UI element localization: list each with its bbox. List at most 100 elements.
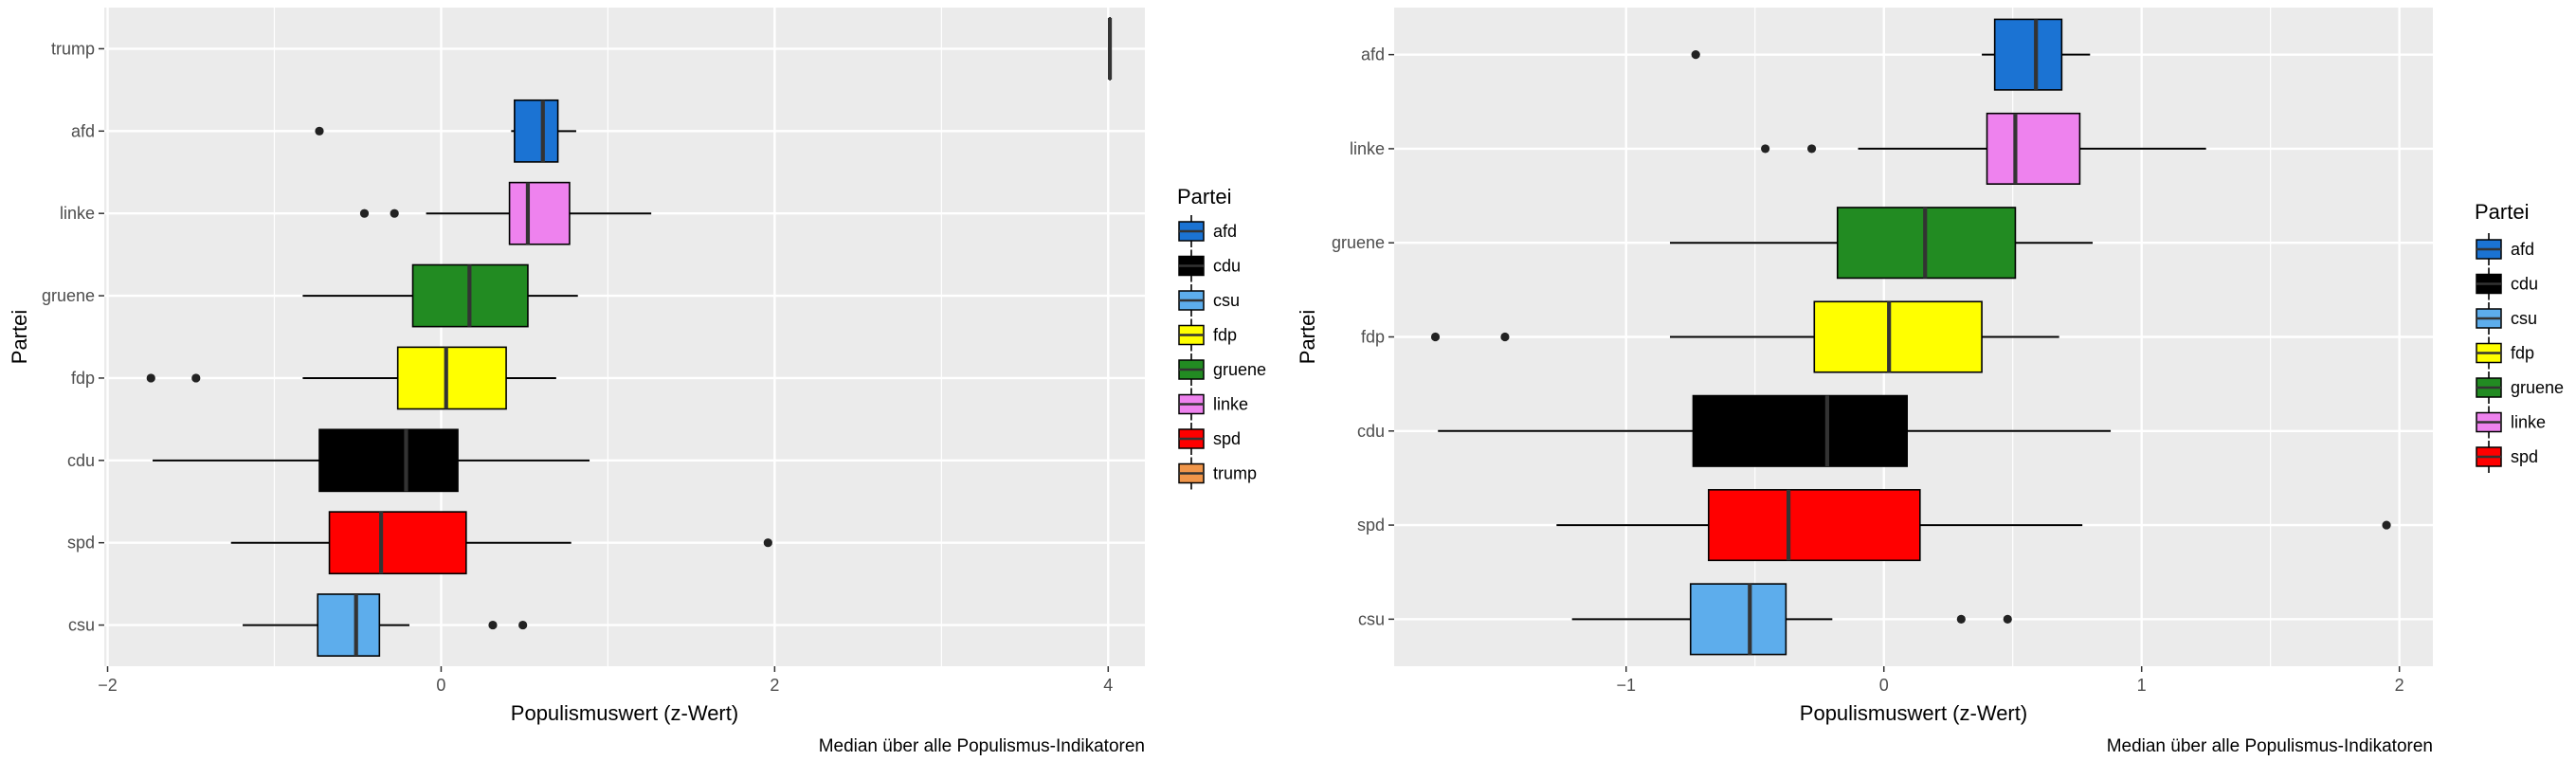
outlier-point-fdp [1500,332,1510,342]
box-cdu [1438,394,2112,467]
legend-label-fdp: fdp [2511,344,2534,363]
outlier-point-spd [763,538,772,548]
y-tick-label-fdp: fdp [71,369,95,388]
y-axis-title: Partei [8,310,31,364]
legend-label-linke: linke [2511,413,2546,432]
box-csu [243,593,528,657]
legend-item-cdu: cdu [2476,267,2538,300]
legend: Partei afd cdu csu fdp gruene linke spd trump [1177,185,1266,490]
legend-title: Partei [1177,185,1231,208]
box-fdp [1430,300,2059,373]
legend-label-gruene: gruene [1213,360,1266,379]
legend: Partei afd cdu csu fdp gruene linke spd [2475,200,2564,473]
y-tick-label-gruene: gruene [1332,233,1385,252]
plot-panel [104,8,1145,666]
legend-label-linke: linke [1213,395,1248,414]
legend-label-trump: trump [1213,464,1257,483]
x-tick-label: −1 [1616,676,1636,695]
outlier-point-linke [390,208,399,218]
box-body-spd [1707,489,1921,562]
legend-item-linke: linke [1178,388,1248,421]
legend-label-spd: spd [1213,429,1241,448]
box-fdp [146,346,556,410]
outlier-point-linke [1806,144,1817,154]
legend-item-csu: csu [1178,284,1240,317]
outlier-point-linke [1761,144,1770,154]
x-axis-title: Populismuswert (z-Wert) [511,701,738,725]
outlier-point-fdp [146,373,155,383]
x-tick-label: 2 [770,676,779,695]
y-tick-label-afd: afd [71,121,95,140]
y-tick-label-gruene: gruene [42,286,95,305]
box-body-cdu [1692,394,1909,467]
box-csu [1571,583,2012,656]
y-tick-label-trump: trump [51,39,95,58]
box-body-csu [1689,583,1787,656]
x-tick-label: 0 [436,676,445,695]
outlier-point-spd [2382,520,2391,530]
outlier-point-fdp [191,373,201,383]
legend-item-csu: csu [2476,302,2537,335]
outlier-point-afd [315,126,324,136]
x-tick-label: 1 [2137,676,2147,695]
box-body-spd [328,511,467,575]
legend-label-csu: csu [1213,291,1240,310]
outlier-point-afd [1691,50,1700,60]
legend-label-afd: afd [1213,222,1237,241]
x-tick-label: 4 [1103,676,1113,695]
chart-caption: Median über alle Populismus-Indikatoren [2107,736,2433,756]
box-spd [230,511,772,575]
outlier-point-csu [2003,614,2012,624]
legend-item-afd: afd [2476,233,2534,265]
box-spd [1556,489,2391,562]
legend-label-spd: spd [2511,447,2538,466]
y-tick-label-spd: spd [1357,516,1385,535]
y-axis-title: Partei [1296,310,1319,364]
x-tick-label: 2 [2395,676,2404,695]
y-tick-label-linke: linke [60,204,95,223]
box-body-linke [508,181,571,245]
box-linke [1761,112,2206,185]
legend-item-gruene: gruene [1178,353,1266,386]
legend-label-cdu: cdu [1213,257,1241,276]
y-tick-label-cdu: cdu [67,451,95,470]
box-afd [1691,18,2091,91]
outlier-point-csu [1956,614,1966,624]
outlier-point-csu [518,620,528,630]
box-body-afd [514,99,559,163]
y-tick-label-fdp: fdp [1361,328,1385,347]
legend-item-trump: trump [1178,457,1257,490]
box-gruene [302,263,578,328]
y-tick-label-linke: linke [1350,139,1385,158]
y-tick-label-spd: spd [67,534,95,553]
legend-label-cdu: cdu [2511,275,2538,294]
legend-item-cdu: cdu [1178,249,1241,282]
box-body-fdp [1813,300,1983,373]
x-tick-label: 0 [1879,676,1889,695]
boxplot-chart-left: trump afd linke gruene fdp cdu spd csu −2 0 2 4 Popu… [8,8,1266,756]
y-tick-label-csu: csu [68,616,95,635]
box-cdu [153,428,590,493]
legend-item-afd: afd [1178,215,1237,247]
outlier-point-fdp [1430,332,1441,342]
box-body-cdu [318,428,459,493]
box-body-linke [1986,112,2081,185]
legend-title: Partei [2475,200,2529,224]
legend-label-afd: afd [2511,240,2534,259]
box-linke [359,181,652,245]
boxplot-chart-right: afd linke gruene fdp cdu spd csu −1 0 1 2 Populismu… [1296,8,2564,756]
box-body-afd [1993,18,2063,91]
legend-item-spd: spd [2476,441,2538,473]
y-tick-label-afd: afd [1361,45,1385,64]
legend-item-gruene: gruene [2476,371,2564,404]
y-tick-label-cdu: cdu [1357,422,1385,441]
legend-item-fdp: fdp [2476,336,2534,370]
box-gruene [1669,207,2094,280]
box-body-fdp [396,346,507,410]
legend-label-fdp: fdp [1213,326,1237,345]
legend-label-csu: csu [2511,309,2537,328]
chart-caption: Median über alle Populismus-Indikatoren [819,736,1145,756]
outlier-point-csu [488,620,498,630]
box-body-csu [317,593,381,657]
legend-item-spd: spd [1178,423,1241,455]
